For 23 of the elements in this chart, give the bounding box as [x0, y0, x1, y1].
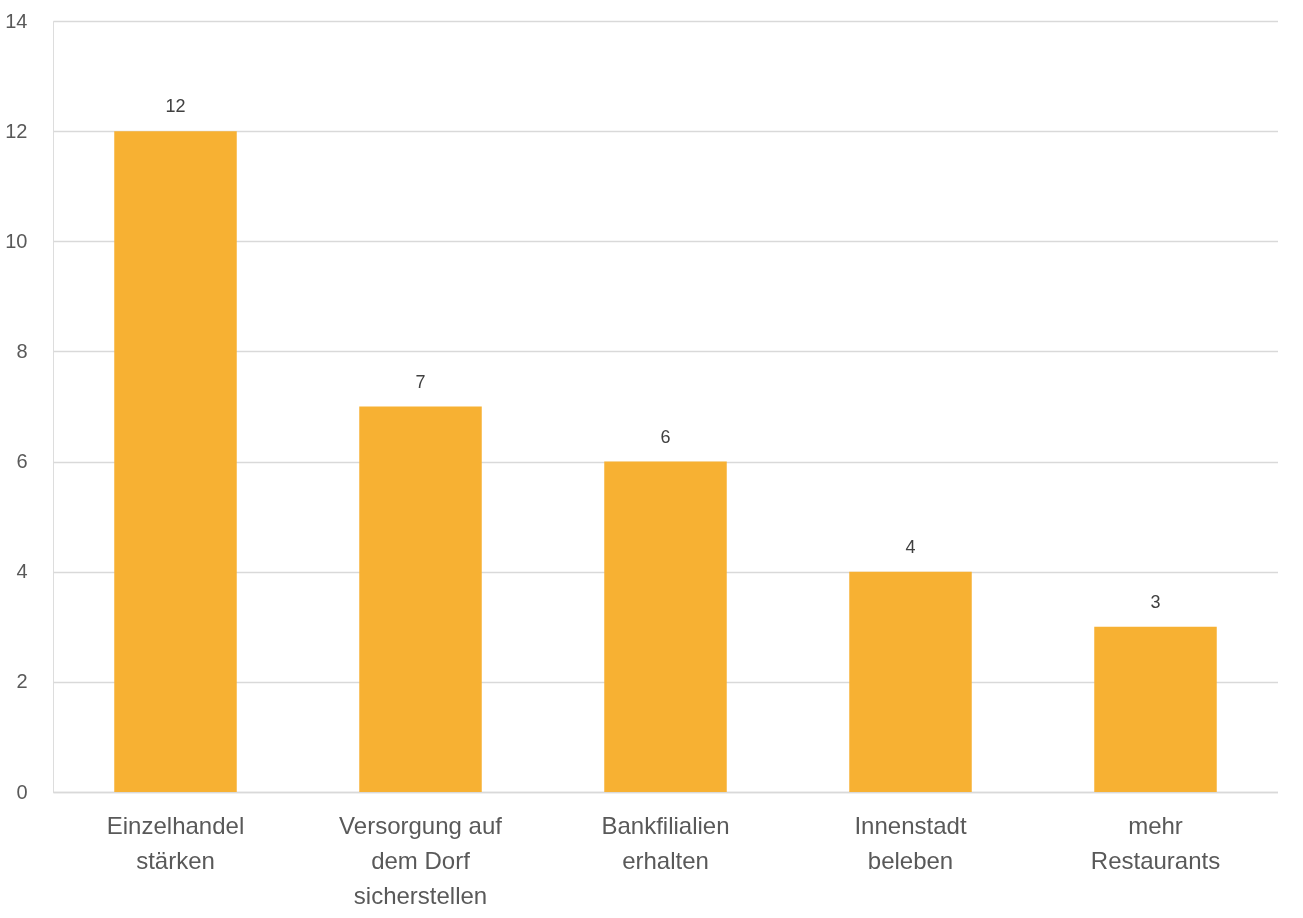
x-tick-label: mehr Restaurants	[1090, 811, 1221, 874]
bar	[359, 406, 482, 792]
bar	[1094, 626, 1217, 792]
y-tick-label: 6	[16, 450, 28, 473]
y-tick-label: 10	[5, 229, 28, 252]
y-tick-label: 2	[16, 670, 28, 693]
data-label: 4	[905, 536, 916, 557]
x-tick-label: Innenstadt beleben	[854, 811, 967, 874]
x-tick-label: Versorgung auf dem Dorf sicherstellen	[339, 811, 503, 909]
bar	[114, 131, 237, 792]
x-tick-label: Bankfilialien erhalten	[601, 811, 730, 874]
data-label: 3	[1150, 591, 1161, 612]
bar	[604, 461, 727, 792]
data-label: 7	[415, 371, 426, 392]
y-tick-label: 4	[16, 560, 28, 583]
y-tick-label: 8	[16, 339, 28, 362]
y-tick-label: 0	[16, 780, 28, 803]
y-tick-label: 14	[5, 9, 28, 32]
data-label: 12	[165, 96, 186, 117]
data-label: 6	[660, 426, 671, 447]
bar	[849, 571, 972, 792]
x-tick-label: Einzelhandel stärken	[106, 811, 245, 874]
y-tick-label: 12	[5, 119, 28, 142]
